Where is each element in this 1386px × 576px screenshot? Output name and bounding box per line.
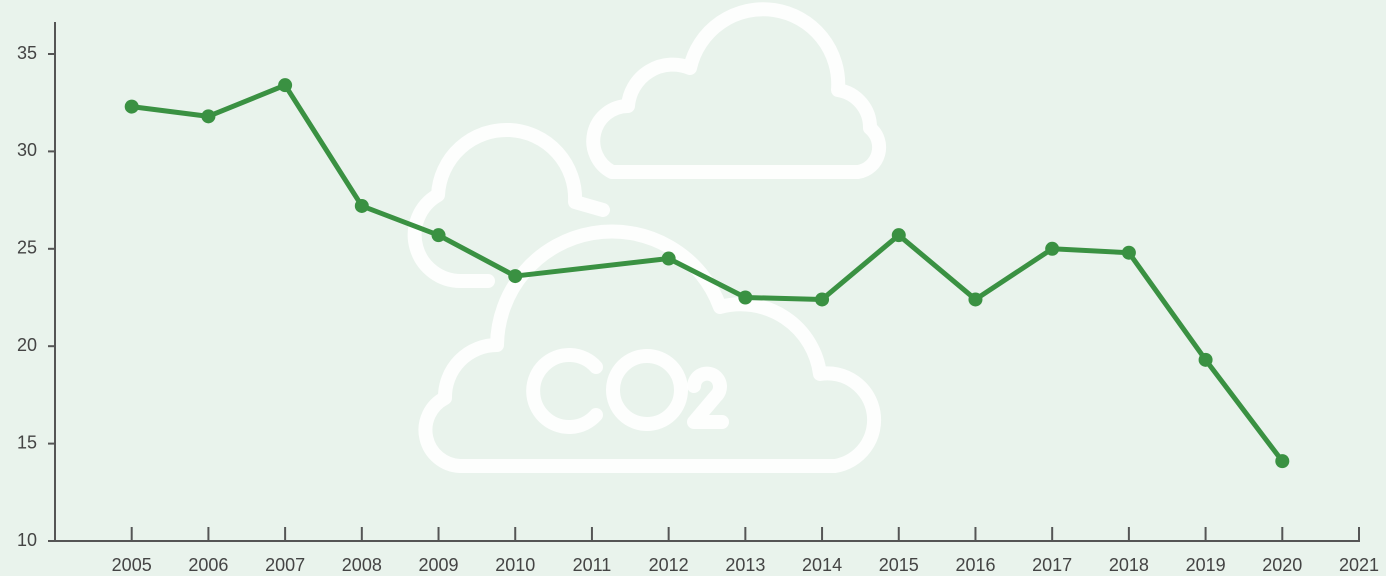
background xyxy=(0,0,1386,576)
x-tick-label: 2015 xyxy=(879,555,919,575)
data-point xyxy=(968,292,982,306)
y-tick-label: 20 xyxy=(17,335,37,355)
data-point xyxy=(1199,353,1213,367)
data-point xyxy=(815,292,829,306)
data-point xyxy=(432,228,446,242)
x-tick-label: 2021 xyxy=(1339,555,1379,575)
data-point xyxy=(1275,454,1289,468)
y-tick-label: 25 xyxy=(17,238,37,258)
x-tick-label: 2008 xyxy=(342,555,382,575)
x-tick-label: 2017 xyxy=(1032,555,1072,575)
x-tick-label: 2005 xyxy=(112,555,152,575)
data-point xyxy=(125,100,139,114)
data-point xyxy=(738,291,752,305)
data-point xyxy=(1122,246,1136,260)
x-tick-label: 2007 xyxy=(265,555,305,575)
data-point xyxy=(1045,242,1059,256)
data-point xyxy=(278,78,292,92)
data-point xyxy=(355,199,369,213)
x-tick-label: 2019 xyxy=(1186,555,1226,575)
y-tick-label: 35 xyxy=(17,43,37,63)
x-tick-label: 2006 xyxy=(188,555,228,575)
x-tick-label: 2012 xyxy=(649,555,689,575)
x-tick-label: 2011 xyxy=(573,555,612,575)
x-tick-label: 2013 xyxy=(725,555,765,575)
x-tick-label: 2010 xyxy=(495,555,535,575)
data-point xyxy=(201,109,215,123)
data-point xyxy=(662,252,676,266)
x-tick-label: 2020 xyxy=(1262,555,1302,575)
data-point xyxy=(892,228,906,242)
data-point xyxy=(508,269,522,283)
y-tick-label: 30 xyxy=(17,140,37,160)
x-tick-label: 2009 xyxy=(419,555,459,575)
x-tick-label: 2014 xyxy=(802,555,842,575)
y-tick-label: 15 xyxy=(17,432,37,452)
x-tick-label: 2018 xyxy=(1109,555,1149,575)
x-tick-label: 2016 xyxy=(955,555,995,575)
y-tick-label: 10 xyxy=(17,530,37,550)
chart: 10 15 20 25 30 35 2005 2006 2007 2008 2009 2010 2011… xyxy=(0,0,1386,576)
